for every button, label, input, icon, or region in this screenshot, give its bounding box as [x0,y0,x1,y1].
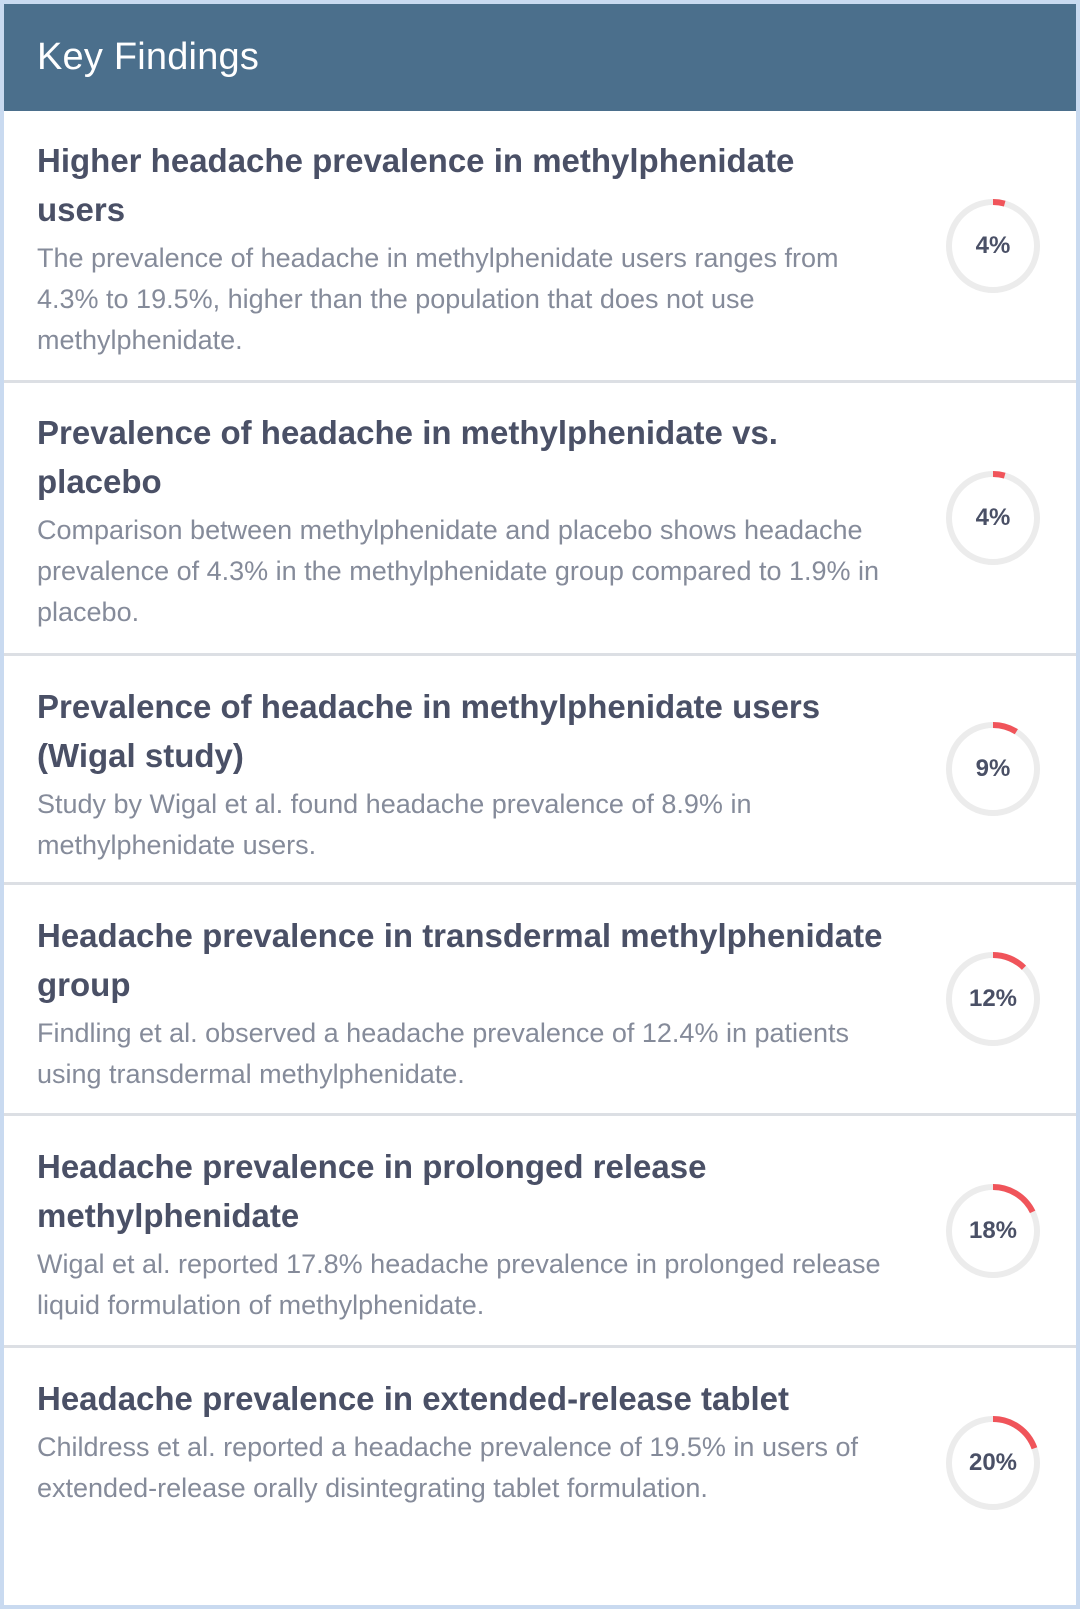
panel-header: Key Findings [4,4,1076,111]
finding-item: Higher headache prevalence in methylphen… [4,111,1076,383]
finding-title: Headache prevalence in transdermal methy… [37,917,883,1003]
finding-title: Higher headache prevalence in methylphen… [37,142,795,228]
finding-item: Prevalence of headache in methylphenidat… [4,383,1076,656]
finding-description: Childress et al. reported a headache pre… [37,1432,858,1503]
finding-item: Headache prevalence in transdermal methy… [4,885,1076,1116]
gauge-percent-label: 12% [968,985,1018,1012]
finding-title: Prevalence of headache in methylphenidat… [37,688,821,774]
finding-title: Prevalence of headache in methylphenidat… [37,414,778,500]
finding-text: Headache prevalence in transdermal methy… [37,911,887,1095]
gauge-fill [946,1183,1040,1278]
finding-text: Headache prevalence in prolonged release… [37,1142,887,1326]
gauge-fill [946,722,1040,816]
gauge-ring [946,1183,1040,1278]
gauge-fill [946,1416,1040,1510]
finding-text: Higher headache prevalence in methylphen… [37,136,887,361]
gauge-ring [946,198,1040,293]
finding-description: Wigal et al. reported 17.8% headache pre… [37,1249,881,1320]
key-findings-panel: Key Findings Higher headache prevalence … [4,4,1076,1605]
percent-gauge: 4% [944,197,1042,295]
gauge-fill [946,952,1040,1046]
percent-gauge: 9% [944,720,1042,818]
gauge-fill [946,198,1040,293]
finding-item: Prevalence of headache in methylphenidat… [4,656,1076,885]
gauge-percent-label: 18% [968,1216,1018,1244]
gauge-percent-label: 4% [975,231,1011,259]
finding-title: Headache prevalence in extended-release … [37,1380,790,1417]
finding-description: Comparison between methylphenidate and p… [37,515,880,627]
percent-gauge: 4% [944,469,1042,567]
finding-description: Findling et al. observed a headache prev… [37,1018,850,1089]
panel-title: Key Findings [37,36,260,78]
gauge-ring [946,1416,1040,1510]
gauge-ring [946,471,1040,565]
finding-text: Prevalence of headache in methylphenidat… [37,408,887,633]
percent-gauge: 12% [944,950,1042,1048]
percent-gauge: 20% [944,1414,1042,1512]
finding-text: Prevalence of headache in methylphenidat… [37,682,887,866]
finding-description: Study by Wigal et al. found headache pre… [37,789,752,860]
findings-list: Higher headache prevalence in methylphen… [4,111,1076,1578]
gauge-ring [946,722,1040,816]
finding-description: The prevalence of headache in methylphen… [37,243,839,355]
gauge-percent-label: 9% [975,755,1011,782]
finding-item: Headache prevalence in extended-release … [4,1348,1076,1578]
gauge-percent-label: 4% [975,504,1011,531]
gauge-percent-label: 20% [968,1449,1018,1476]
gauge-ring [946,952,1040,1046]
finding-text: Headache prevalence in extended-release … [37,1374,887,1509]
gauge-fill [946,471,1040,565]
percent-gauge: 18% [944,1182,1042,1280]
finding-title: Headache prevalence in prolonged release… [37,1148,707,1234]
finding-item: Headache prevalence in prolonged release… [4,1116,1076,1348]
